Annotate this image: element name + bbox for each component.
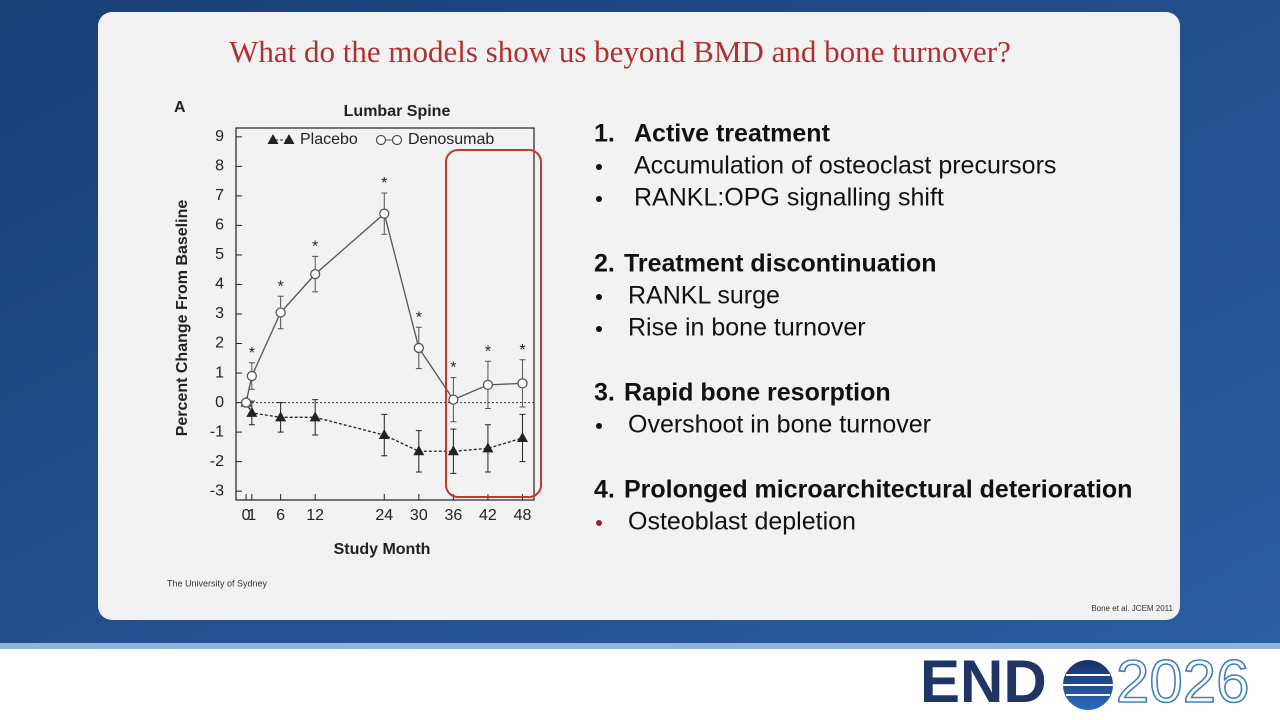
content-panel bbox=[98, 12, 1180, 620]
y-tick-label: 4 bbox=[215, 276, 224, 293]
x-tick-label: 24 bbox=[375, 507, 393, 524]
bullet-text: Accumulation of osteoclast precursors bbox=[634, 152, 1056, 180]
logo-word: END bbox=[920, 648, 1047, 715]
logo-year: 2026 bbox=[1116, 648, 1249, 715]
y-tick-label: 7 bbox=[215, 187, 224, 204]
footer-stripe bbox=[0, 643, 1280, 649]
legend-label: Denosumab bbox=[408, 131, 494, 148]
footer-left: The University of Sydney bbox=[167, 578, 268, 588]
chart: A Lumbar Spine Study Month Percent Change F… bbox=[174, 99, 535, 558]
data-point bbox=[240, 397, 252, 408]
x-tick-label: 0 bbox=[242, 507, 251, 524]
data-point bbox=[310, 268, 321, 280]
section-number: 4. bbox=[594, 476, 615, 504]
citation: Bone et al. JCEM 2011 bbox=[1091, 604, 1173, 613]
bullet-text: Osteoblast depletion bbox=[628, 508, 856, 536]
bullet-dot bbox=[596, 294, 602, 300]
legend-marker bbox=[375, 134, 387, 146]
legend-marker bbox=[283, 134, 295, 144]
data-point bbox=[413, 445, 425, 456]
section-number: 3. bbox=[594, 379, 615, 407]
significance-label: * bbox=[278, 279, 284, 296]
section-heading: Treatment discontinuation bbox=[624, 250, 937, 278]
data-point bbox=[448, 394, 459, 405]
x-tick-label: 6 bbox=[276, 507, 285, 524]
bullet-text: RANKL surge bbox=[628, 282, 780, 310]
significance-label: * bbox=[381, 175, 387, 192]
data-point bbox=[517, 378, 528, 389]
section-heading: Prolonged microarchitectural deteriorati… bbox=[624, 476, 1132, 504]
data-point bbox=[516, 432, 528, 442]
slide-title: What do the models show us beyond BMD an… bbox=[229, 34, 1011, 69]
y-tick-label: 9 bbox=[215, 128, 224, 145]
y-tick-label: 8 bbox=[215, 158, 224, 175]
section-heading: Active treatment bbox=[634, 120, 831, 148]
chart-title: Lumbar Spine bbox=[344, 103, 451, 120]
panel-label: A bbox=[174, 99, 186, 116]
y-tick-label: -2 bbox=[210, 453, 224, 470]
x-tick-label: 48 bbox=[514, 507, 532, 524]
significance-label: * bbox=[519, 342, 525, 359]
data-point bbox=[275, 411, 287, 422]
y-tick-label: -3 bbox=[210, 482, 224, 499]
legend-marker bbox=[267, 134, 279, 144]
data-point bbox=[447, 445, 459, 456]
y-tick-label: 2 bbox=[215, 335, 224, 352]
legend-marker bbox=[391, 134, 403, 146]
bullet-text: RANKL:OPG signalling shift bbox=[634, 184, 944, 212]
significance-label: * bbox=[485, 343, 491, 360]
bullet-dot bbox=[596, 196, 602, 202]
bullet-dot bbox=[596, 326, 602, 332]
x-tick-label: 12 bbox=[306, 507, 324, 524]
bullet-dot bbox=[596, 520, 602, 526]
x-axis-label: Study Month bbox=[334, 541, 431, 558]
section-number: 2. bbox=[594, 250, 615, 278]
x-tick-label: 36 bbox=[444, 507, 462, 524]
y-axis-label: Percent Change From Baseline bbox=[174, 200, 191, 437]
significance-label: * bbox=[450, 360, 456, 377]
x-tick-label: 42 bbox=[479, 507, 497, 524]
data-point bbox=[246, 406, 258, 417]
bullet-dot bbox=[596, 164, 602, 170]
data-point bbox=[275, 307, 286, 318]
data-point bbox=[309, 411, 321, 422]
sections: 1. Active treatment Accumulation of osteoc… bbox=[594, 120, 1132, 536]
bullet-text: Overshoot in bone turnover bbox=[628, 411, 931, 439]
y-tick-label: 0 bbox=[215, 394, 224, 411]
section-number: 1. bbox=[594, 120, 615, 148]
bullet-dot bbox=[596, 423, 602, 429]
y-tick-label: -1 bbox=[210, 423, 224, 440]
significance-label: * bbox=[249, 345, 255, 362]
highlight-box bbox=[445, 149, 542, 498]
y-tick-label: 5 bbox=[215, 246, 224, 263]
data-point bbox=[482, 379, 494, 391]
data-point bbox=[379, 208, 390, 219]
data-point bbox=[413, 342, 424, 354]
bullet-text: Rise in bone turnover bbox=[628, 314, 866, 342]
data-point bbox=[482, 442, 494, 453]
significance-label: * bbox=[416, 310, 422, 327]
significance-label: * bbox=[312, 239, 318, 256]
x-tick-label: 1 bbox=[247, 507, 256, 524]
y-tick-label: 1 bbox=[215, 364, 224, 381]
legend-label: Placebo bbox=[300, 131, 358, 148]
y-tick-label: 6 bbox=[215, 217, 224, 234]
y-tick-label: 3 bbox=[215, 305, 224, 322]
logo-globe-lines bbox=[1063, 674, 1113, 696]
section-heading: Rapid bone resorption bbox=[624, 379, 891, 407]
data-point bbox=[246, 370, 257, 382]
x-tick-label: 30 bbox=[410, 507, 428, 524]
data-point bbox=[378, 429, 390, 440]
